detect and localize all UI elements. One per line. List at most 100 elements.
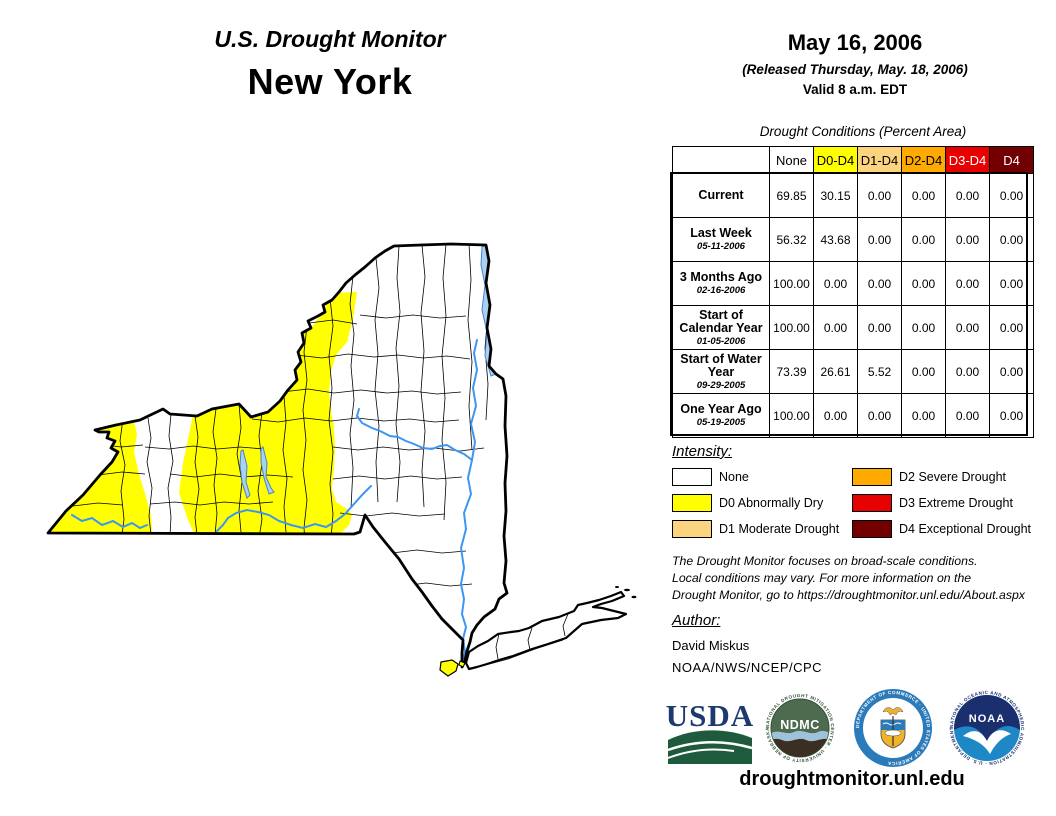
- usda-wordmark: USDA: [666, 698, 754, 733]
- cell-value: 0.00: [901, 393, 946, 438]
- ndmc-wordmark: NDMC: [780, 718, 820, 732]
- row-date: 02-16-2006: [696, 284, 746, 296]
- allegheny-river: [71, 514, 148, 530]
- new-york-drought-map: [46, 242, 637, 677]
- row-label: Last Week: [690, 226, 752, 241]
- cell-value: 0.00: [989, 261, 1034, 306]
- usda-field-graphic: [668, 730, 752, 764]
- row-date: 01-05-2006: [696, 335, 746, 347]
- cell-value: 0.00: [989, 305, 1034, 350]
- seneca-lake: [239, 449, 251, 499]
- cell-value: 43.68: [813, 217, 858, 262]
- d2-swatch: [852, 467, 892, 486]
- noaa-wordmark: NOAA: [969, 713, 1005, 725]
- upper-hudson-river: [469, 339, 479, 461]
- long-island-border: [464, 590, 628, 671]
- mohawk-river: [355, 408, 473, 461]
- cell-value: 0.00: [989, 393, 1034, 438]
- barrier-islands: [481, 639, 564, 667]
- legend-item-d1: D1 Moderate Drought: [672, 519, 852, 538]
- table-row: Start of Calendar Year 01-05-2006 100.00 …: [672, 305, 1034, 350]
- legend-heading: Intensity:: [672, 443, 733, 460]
- hudson-river: [459, 459, 473, 664]
- cell-value: 0.00: [945, 349, 990, 394]
- none-swatch: [672, 467, 712, 486]
- col-header-none: None: [769, 146, 814, 174]
- author-org: NOAA/NWS/NCEP/CPC: [672, 660, 823, 675]
- legend-item-d0: D0 Abnormally Dry: [672, 493, 852, 512]
- author-heading: Author:: [672, 612, 721, 629]
- date-block: May 16, 2006 (Released Thursday, May. 18…: [695, 30, 1015, 97]
- island: [615, 586, 619, 588]
- cell-value: 0.00: [901, 349, 946, 394]
- cell-value: 0.00: [901, 173, 946, 218]
- cell-value: 56.32: [769, 217, 814, 262]
- commerce-eagle: [882, 707, 904, 716]
- col-header-d4: D4: [989, 146, 1034, 174]
- disclaimer: The Drought Monitor focuses on broad-sca…: [672, 553, 1056, 604]
- d0-area-nyc-dot: [458, 660, 466, 668]
- row-label: One Year Ago: [680, 402, 762, 417]
- cell-value: 100.00: [769, 393, 814, 438]
- cell-value: 0.00: [989, 173, 1034, 218]
- cell-value: 100.00: [769, 305, 814, 350]
- release-date: (Released Thursday, May. 18, 2006): [742, 62, 968, 77]
- d3-swatch: [852, 493, 892, 512]
- d1-swatch: [672, 519, 712, 538]
- cell-value: 73.39: [769, 349, 814, 394]
- agency-logos: USDA NATIONAL DROUGHT MITIGATION CENTER …: [660, 686, 1040, 770]
- cell-value: 0.00: [901, 261, 946, 306]
- col-header-d3d4: D3-D4: [945, 146, 990, 174]
- disclaimer-line: Drought Monitor, go to https://droughtmo…: [672, 588, 1025, 602]
- legend-item-d4: D4 Exceptional Drought: [852, 519, 1031, 538]
- cell-value: 0.00: [901, 217, 946, 262]
- cell-value: 0.00: [945, 393, 990, 438]
- cell-value: 0.00: [945, 217, 990, 262]
- col-header-d1d4: D1-D4: [857, 146, 902, 174]
- disclaimer-line: Local conditions may vary. For more info…: [672, 571, 972, 585]
- legend-item-d2: D2 Severe Drought: [852, 467, 1031, 486]
- table-row: 3 Months Ago 02-16-2006 100.00 0.00 0.00 …: [672, 261, 1034, 306]
- cell-value: 0.00: [813, 305, 858, 350]
- legend-item-none: None: [672, 467, 852, 486]
- table-header-row: None D0-D4 D1-D4 D2-D4 D3-D4 D4: [672, 146, 1034, 174]
- cayuga-lake: [260, 446, 275, 495]
- cell-value: 0.00: [945, 305, 990, 350]
- state-border: [46, 242, 509, 669]
- report-region: New York: [247, 61, 413, 102]
- cell-value: 100.00: [769, 261, 814, 306]
- author-block: Author: David Miskus NOAA/NWS/NCEP/CPC: [672, 612, 822, 675]
- row-label: Current: [698, 187, 744, 202]
- cell-value: 0.00: [857, 393, 902, 438]
- noaa-gull: [963, 730, 1011, 754]
- drought-conditions-table: None D0-D4 D1-D4 D2-D4 D3-D4 D4 Current …: [670, 146, 1034, 438]
- row-label: Start of Calendar Year: [679, 307, 763, 335]
- noaa-logo: NOAA NATIONAL OCEANIC AND ATMOSPHERIC AD…: [945, 686, 1024, 766]
- table-row: Start of Water Year 09-29-2005 73.39 26.6…: [672, 349, 1034, 394]
- site-url: droughtmonitor.unl.edu: [739, 768, 965, 790]
- cell-value: 26.61: [813, 349, 858, 394]
- col-header-d2d4: D2-D4: [901, 146, 946, 174]
- row-label: 3 Months Ago: [679, 270, 763, 285]
- report-title: U.S. Drought Monitor: [214, 26, 446, 52]
- usda-logo: USDA: [666, 698, 754, 764]
- table-corner-cell: [672, 146, 770, 174]
- map-date: May 16, 2006: [787, 30, 923, 55]
- table-row: Last Week 05-11-2006 56.32 43.68 0.00 0.0…: [672, 217, 1034, 262]
- cell-value: 69.85: [769, 173, 814, 218]
- cell-value: 0.00: [857, 305, 902, 350]
- table-row: Current 69.85 30.15 0.00 0.00 0.00 0.00: [672, 173, 1034, 218]
- d0-swatch: [672, 493, 712, 512]
- cell-value: 0.00: [989, 217, 1034, 262]
- cell-value: 0.00: [857, 217, 902, 262]
- rivers: [71, 339, 479, 664]
- row-date: 05-11-2006: [697, 240, 745, 252]
- d4-swatch: [852, 519, 892, 538]
- valid-time: Valid 8 a.m. EDT: [802, 82, 908, 97]
- report-header: U.S. Drought Monitor New York: [110, 26, 550, 103]
- table-title: Drought Conditions (Percent Area): [759, 124, 967, 139]
- row-date: 09-29-2005: [696, 379, 746, 391]
- cell-value: 0.00: [989, 349, 1034, 394]
- cell-value: 0.00: [945, 173, 990, 218]
